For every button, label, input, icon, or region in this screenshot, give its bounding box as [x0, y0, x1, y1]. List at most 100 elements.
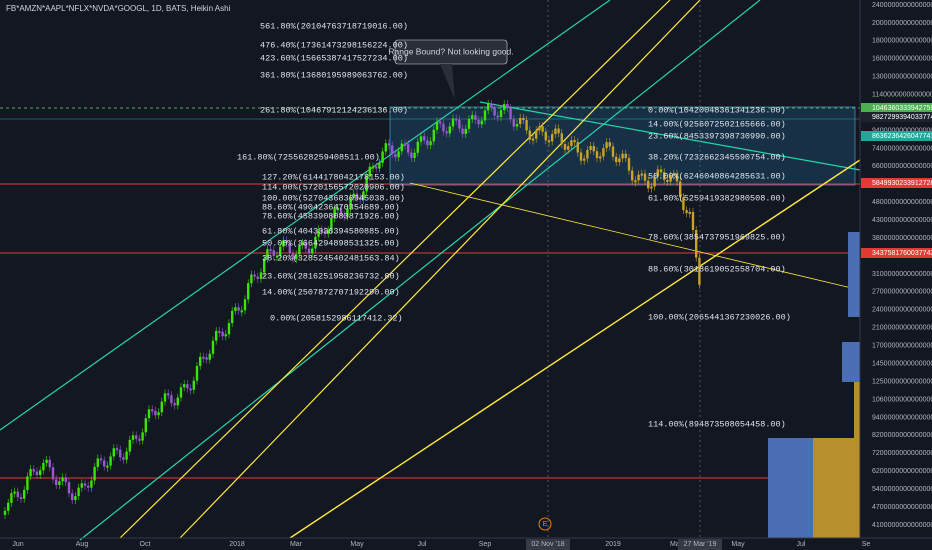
x-axis-label: 27 Mar '19	[684, 541, 717, 548]
candle-body	[423, 136, 426, 141]
candle-body	[234, 307, 237, 311]
annotation-pointer	[440, 64, 455, 100]
candle-body	[343, 214, 346, 217]
candle-body	[435, 121, 439, 130]
candle-body	[243, 299, 247, 311]
candle-body	[445, 131, 448, 134]
candle-body	[583, 158, 586, 161]
y-axis-label: 7400000000000000000.00	[872, 145, 932, 152]
candle-body	[199, 356, 202, 366]
y-axis-label: 13000000000000000000.00	[872, 74, 932, 81]
x-axis-label: Mar	[290, 541, 303, 548]
candle-body	[279, 246, 282, 256]
candle-body	[195, 365, 199, 381]
candle-body	[624, 153, 627, 159]
fib-label: 0.00%(10420048361341236.00)	[648, 105, 786, 115]
price-tag	[861, 112, 932, 122]
candle-body	[288, 243, 291, 254]
candle-body	[189, 388, 192, 391]
candle-body	[42, 462, 45, 471]
x-axis-label: May	[350, 541, 364, 548]
y-axis-panel	[860, 0, 932, 550]
x-axis-label: Sep	[479, 541, 492, 548]
price-tag	[861, 248, 932, 258]
fib-label: 88.60%(3018619052558704.00)	[648, 264, 786, 274]
candle-body	[26, 476, 29, 490]
candle-body	[675, 173, 679, 182]
candle-body	[407, 144, 410, 153]
volume-profile	[768, 232, 860, 538]
candle-body	[231, 310, 234, 324]
candle-body	[314, 236, 317, 249]
price-tag	[861, 131, 932, 141]
candle-body	[167, 393, 170, 396]
candle-body	[301, 242, 304, 246]
candle-body	[522, 117, 525, 121]
candle-body	[247, 283, 250, 300]
candle-body	[211, 340, 215, 354]
y-axis-label: 8200000000000000000.00	[872, 432, 932, 439]
y-axis-label: 4700000000000000000.00	[872, 504, 932, 511]
fib-label: 361.80%(13680195989063762.00)	[260, 70, 408, 80]
candles	[3, 99, 701, 519]
candle-body	[285, 240, 288, 244]
candle-body	[650, 186, 653, 189]
candle-body	[259, 272, 263, 279]
fib-label: 23.60%(8453397398730990.00)	[648, 131, 786, 141]
candle-body	[656, 169, 659, 177]
candle-body	[416, 141, 419, 153]
candle-body	[547, 140, 551, 143]
candle-body	[503, 104, 506, 111]
candle-body	[631, 170, 634, 181]
channel-line	[0, 0, 611, 431]
channel-line	[79, 0, 761, 541]
fib-label: 14.00%(2507872707192290.00)	[262, 287, 400, 297]
candle-body	[570, 140, 573, 147]
x-axis-label: 2019	[605, 541, 621, 548]
chart-title: FB*AMZN*AAPL*NFLX*NVDA*GOOGL, 1D, BATS, …	[6, 4, 231, 13]
volume-bar	[842, 342, 860, 382]
fib-label: 100.00%(5270436830945038.00)	[262, 193, 405, 203]
candle-body	[327, 230, 330, 234]
candle-body	[611, 146, 615, 157]
candle-body	[87, 485, 90, 488]
candle-body	[557, 128, 560, 134]
fib-label: 0.00%(2058152986117412.32)	[270, 313, 403, 323]
candle-body	[35, 471, 39, 475]
candle-body	[496, 115, 499, 118]
y-axis-label: 6200000000000000000.00	[872, 468, 932, 475]
x-axis-label: Mar	[670, 541, 683, 548]
candle-body	[333, 208, 336, 219]
candle-body	[266, 249, 269, 259]
candle-body	[173, 403, 176, 406]
candle-body	[221, 331, 224, 337]
candle-body	[391, 145, 394, 154]
candle-body	[400, 143, 403, 152]
candle-body	[512, 119, 515, 127]
event-marker	[538, 517, 552, 531]
candle-body	[64, 477, 67, 483]
y-axis-label: 3800000000000000000.00	[872, 235, 932, 242]
y-axis-label: 9400000000000000000.00	[872, 127, 932, 134]
candle-body	[359, 197, 362, 200]
price-tag	[861, 103, 932, 113]
x-axis-label: 2018	[229, 541, 245, 548]
candle-body	[592, 146, 595, 152]
candle-body	[19, 496, 23, 499]
candle-body	[55, 479, 58, 485]
candle-body	[698, 257, 701, 285]
candle-body	[679, 181, 682, 198]
candle-body	[71, 493, 74, 501]
candle-body	[640, 173, 643, 176]
candle-body	[298, 245, 301, 255]
fib-label: 114.00%(5720156572020906.00)	[262, 182, 405, 192]
candle-body	[663, 172, 666, 180]
candle-body	[320, 229, 323, 232]
candle-body	[659, 169, 663, 173]
candle-body	[509, 107, 512, 120]
candle-body	[103, 460, 106, 467]
x-axis-label: Aug	[76, 541, 89, 548]
candle-body	[218, 330, 221, 333]
candle-body	[205, 357, 208, 360]
fib-label: 78.60%(3854737951969825.00)	[648, 232, 786, 242]
